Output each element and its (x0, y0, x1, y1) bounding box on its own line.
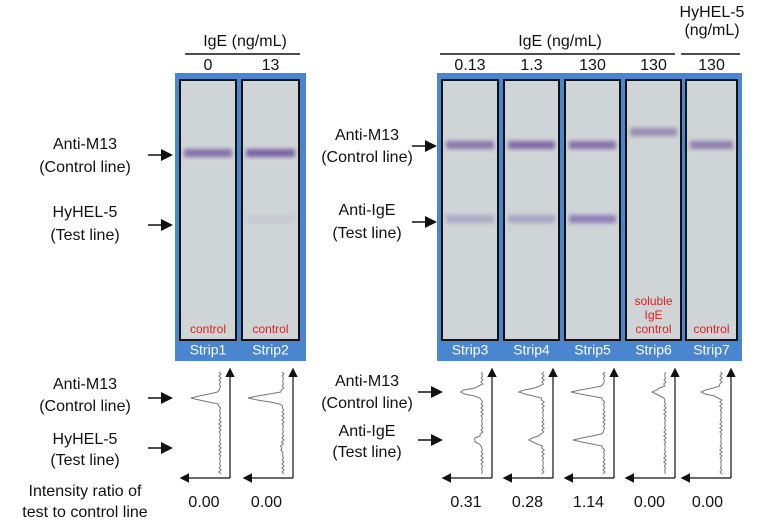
concentration: 0 (204, 57, 213, 74)
intensity-profile (699, 371, 723, 475)
strip-note: control (190, 322, 226, 336)
strip (625, 79, 682, 341)
intensity-ratio: 0.00 (634, 494, 665, 511)
control-band (446, 141, 494, 149)
row-label: Anti-M13 (335, 373, 399, 390)
intensity-ratio: 0.31 (450, 494, 481, 511)
row-label: Anti-M13 (53, 376, 117, 393)
intensity-ratio: 0.00 (188, 494, 219, 511)
strip (564, 79, 621, 341)
strip-label: Strip1 (190, 342, 227, 358)
strip-label: Strip2 (252, 342, 289, 358)
concentration: 130 (698, 57, 725, 74)
test-band (446, 215, 494, 223)
intensity-profile (570, 371, 606, 475)
row-label: HyHEL-5 (53, 204, 118, 221)
row-label: (Control line) (39, 159, 131, 176)
row-label: HyHEL-5 (53, 431, 118, 448)
intensity-ratio: 1.14 (573, 494, 604, 511)
intensity-profile (247, 371, 285, 475)
row-label: (Test line) (332, 444, 401, 461)
header: (ng/mL) (684, 22, 739, 39)
strip-note: control (252, 322, 288, 336)
strip (503, 79, 560, 341)
row-label: (Control line) (39, 398, 131, 415)
strip-label: Strip4 (513, 342, 550, 358)
header: IgE (ng/mL) (203, 33, 287, 50)
row-label: Anti-M13 (335, 127, 399, 144)
strip-label: Strip5 (574, 342, 611, 358)
header: HyHEL-5 (680, 4, 745, 21)
intensity-ratio: 0.00 (692, 494, 723, 511)
control-band (184, 149, 232, 157)
strip-note: control (635, 322, 671, 336)
row-label: (Control line) (321, 395, 413, 412)
control-band (569, 141, 616, 149)
test-band (246, 215, 295, 223)
concentration: 130 (640, 57, 667, 74)
strip-note: soluble (634, 294, 672, 308)
strip (441, 79, 499, 341)
strip-label: Strip3 (452, 342, 489, 358)
strip (179, 79, 237, 341)
strip-label: Strip6 (635, 342, 672, 358)
control-band (630, 128, 677, 136)
intensity-profile (517, 371, 546, 475)
concentration: 0.13 (454, 57, 485, 74)
control-band (508, 141, 555, 149)
test-band (569, 215, 616, 223)
header: IgE (ng/mL) (518, 33, 602, 50)
row-label: Anti-IgE (339, 423, 396, 440)
strip-note: IgE (644, 308, 662, 322)
control-band (246, 149, 295, 157)
concentration: 130 (579, 57, 606, 74)
concentration: 13 (262, 57, 280, 74)
strip-note: control (693, 322, 729, 336)
row-label: (Test line) (332, 225, 401, 242)
intensity-profile (190, 371, 222, 475)
intensity-ratio: 0.28 (512, 494, 543, 511)
intensity-ratio: 0.00 (251, 494, 282, 511)
concentration: 1.3 (520, 57, 542, 74)
strip (685, 79, 738, 341)
strip-label: Strip7 (693, 342, 730, 358)
row-label: (Test line) (50, 227, 119, 244)
footer: Intensity ratio of (29, 483, 143, 500)
intensity-profile (459, 371, 484, 475)
footer: test to control line (22, 504, 148, 521)
strip (241, 79, 300, 341)
row-label: Anti-IgE (339, 202, 396, 219)
row-label: (Test line) (50, 452, 119, 469)
test-band (508, 215, 555, 223)
intensity-profile (650, 371, 667, 475)
row-label: Anti-M13 (53, 136, 117, 153)
row-label: (Control line) (321, 149, 413, 166)
control-band (690, 141, 733, 149)
